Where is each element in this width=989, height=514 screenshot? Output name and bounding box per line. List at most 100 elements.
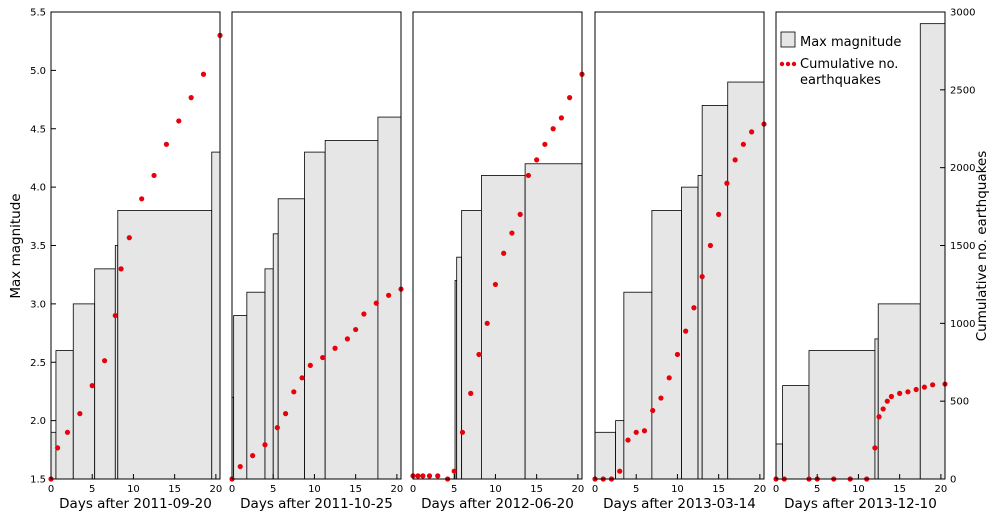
cumulative-point [534,157,540,163]
x-tick-label: 5 [89,484,95,495]
cumulative-point [749,129,755,135]
cumulative-point [89,383,95,389]
cumulative-point [282,411,289,417]
left-y-tick-label: 4.5 [30,124,46,135]
magnitude-bar [72,303,96,480]
cumulative-point [625,437,631,443]
cumulative-point [476,351,482,358]
cumulative-point [307,362,313,368]
cumulative-point [451,468,457,474]
cumulative-point [320,354,326,361]
left-y-tick-label: 2.0 [30,416,46,427]
legend-point-swatch [785,61,791,67]
x-tick-label: 20 [572,484,585,495]
x-tick-label: 20 [754,484,767,495]
left-y-axis: 1.5 2.0 2.5 3.0 3.5 4.0 4.5 5.0 5.5 [30,8,56,486]
right-y-axis-label: Cumulative no. earthquakes [974,151,989,342]
magnitude-bar [481,175,526,480]
right-y-tick-label: 2000 [950,163,975,174]
cumulative-point [55,445,61,451]
cumulative-point [674,351,681,358]
right-y-tick-label: 3000 [950,8,975,19]
x-tick-label: 10 [489,484,502,495]
cumulative-point [525,172,532,179]
x-tick-label: 5 [633,484,639,495]
cumulative-point [509,230,515,236]
left-y-tick-label: 4.0 [30,183,46,194]
legend-label-max-magnitude: Max magnitude [800,35,901,50]
x-tick-label: 5 [270,484,276,495]
cumulative-point [930,382,936,388]
magnitude-bar [272,233,279,480]
cumulative-point [415,473,421,479]
x-tick-label: 10 [852,484,865,495]
cumulative-point [880,406,886,412]
cumulative-point [641,428,648,434]
cumulative-point [884,398,890,404]
magnitude-bar [246,291,266,480]
cumulative-point [274,425,280,431]
cumulative-point [176,118,182,124]
cumulative-point [707,242,714,249]
cumulative-point [484,320,490,326]
legend-point-swatch [779,61,785,67]
magnitude-bar [623,291,653,480]
right-y-tick-label: 0 [950,475,956,486]
cumulative-point [658,395,664,401]
x-axis-label: Days after 2012-06-20 [421,496,574,512]
x-tick-label: 15 [893,484,906,495]
left-y-tick-label: 5.5 [30,8,46,19]
cumulative-point [353,326,359,333]
cumulative-point [291,389,297,395]
right-y-tick-label: 500 [950,397,969,408]
left-y-tick-label: 1.5 [30,475,46,486]
magnitude-bar [594,431,617,480]
cumulative-point [501,250,507,256]
left-y-axis-label: Max magnitude [8,193,24,298]
left-y-tick-label: 2.5 [30,358,46,369]
x-tick-label: 10 [671,484,684,495]
cumulative-point [921,384,927,390]
legend: Max magnitude Cumulative no. earthquakes [779,31,901,88]
magnitude-bar [264,268,274,480]
cumulative-point [633,429,639,435]
cumulative-point [200,71,207,77]
left-y-tick-label: 3.5 [30,241,46,252]
x-axis-label: Days after 2011-10-25 [240,496,393,512]
magnitude-bar [697,175,703,480]
x-tick-label: 0 [48,484,54,495]
cumulative-point [666,375,672,381]
cumulative-point [650,407,656,414]
legend-label-cumulative: Cumulative no. [800,57,898,72]
cumulative-point [724,180,730,186]
cumulative-point [492,281,499,288]
cumulative-point [332,345,338,351]
cumulative-point [872,445,878,451]
cumulative-point [468,390,474,396]
left-y-tick-label: 5.0 [30,66,46,77]
magnitude-bar [775,443,783,480]
cumulative-point [876,414,882,420]
magnitude-bar [808,350,876,480]
magnitude-bar [524,163,583,480]
cumulative-point [691,305,697,311]
legend-bar-swatch [780,31,796,48]
x-tick-label: 20 [935,484,948,495]
legend-label-earthquakes: earthquakes [800,73,881,88]
cumulative-point [299,375,305,381]
cumulative-point [459,429,466,435]
panel-frame [412,11,583,480]
magnitude-bar [782,385,810,480]
cumulative-point [905,389,911,395]
cumulative-point [237,463,243,470]
magnitude-bar [233,315,248,480]
x-tick-label: 0 [229,484,235,495]
x-axis-label: Days after 2011-09-20 [59,496,212,512]
right-y-tick-label: 1000 [950,319,975,330]
